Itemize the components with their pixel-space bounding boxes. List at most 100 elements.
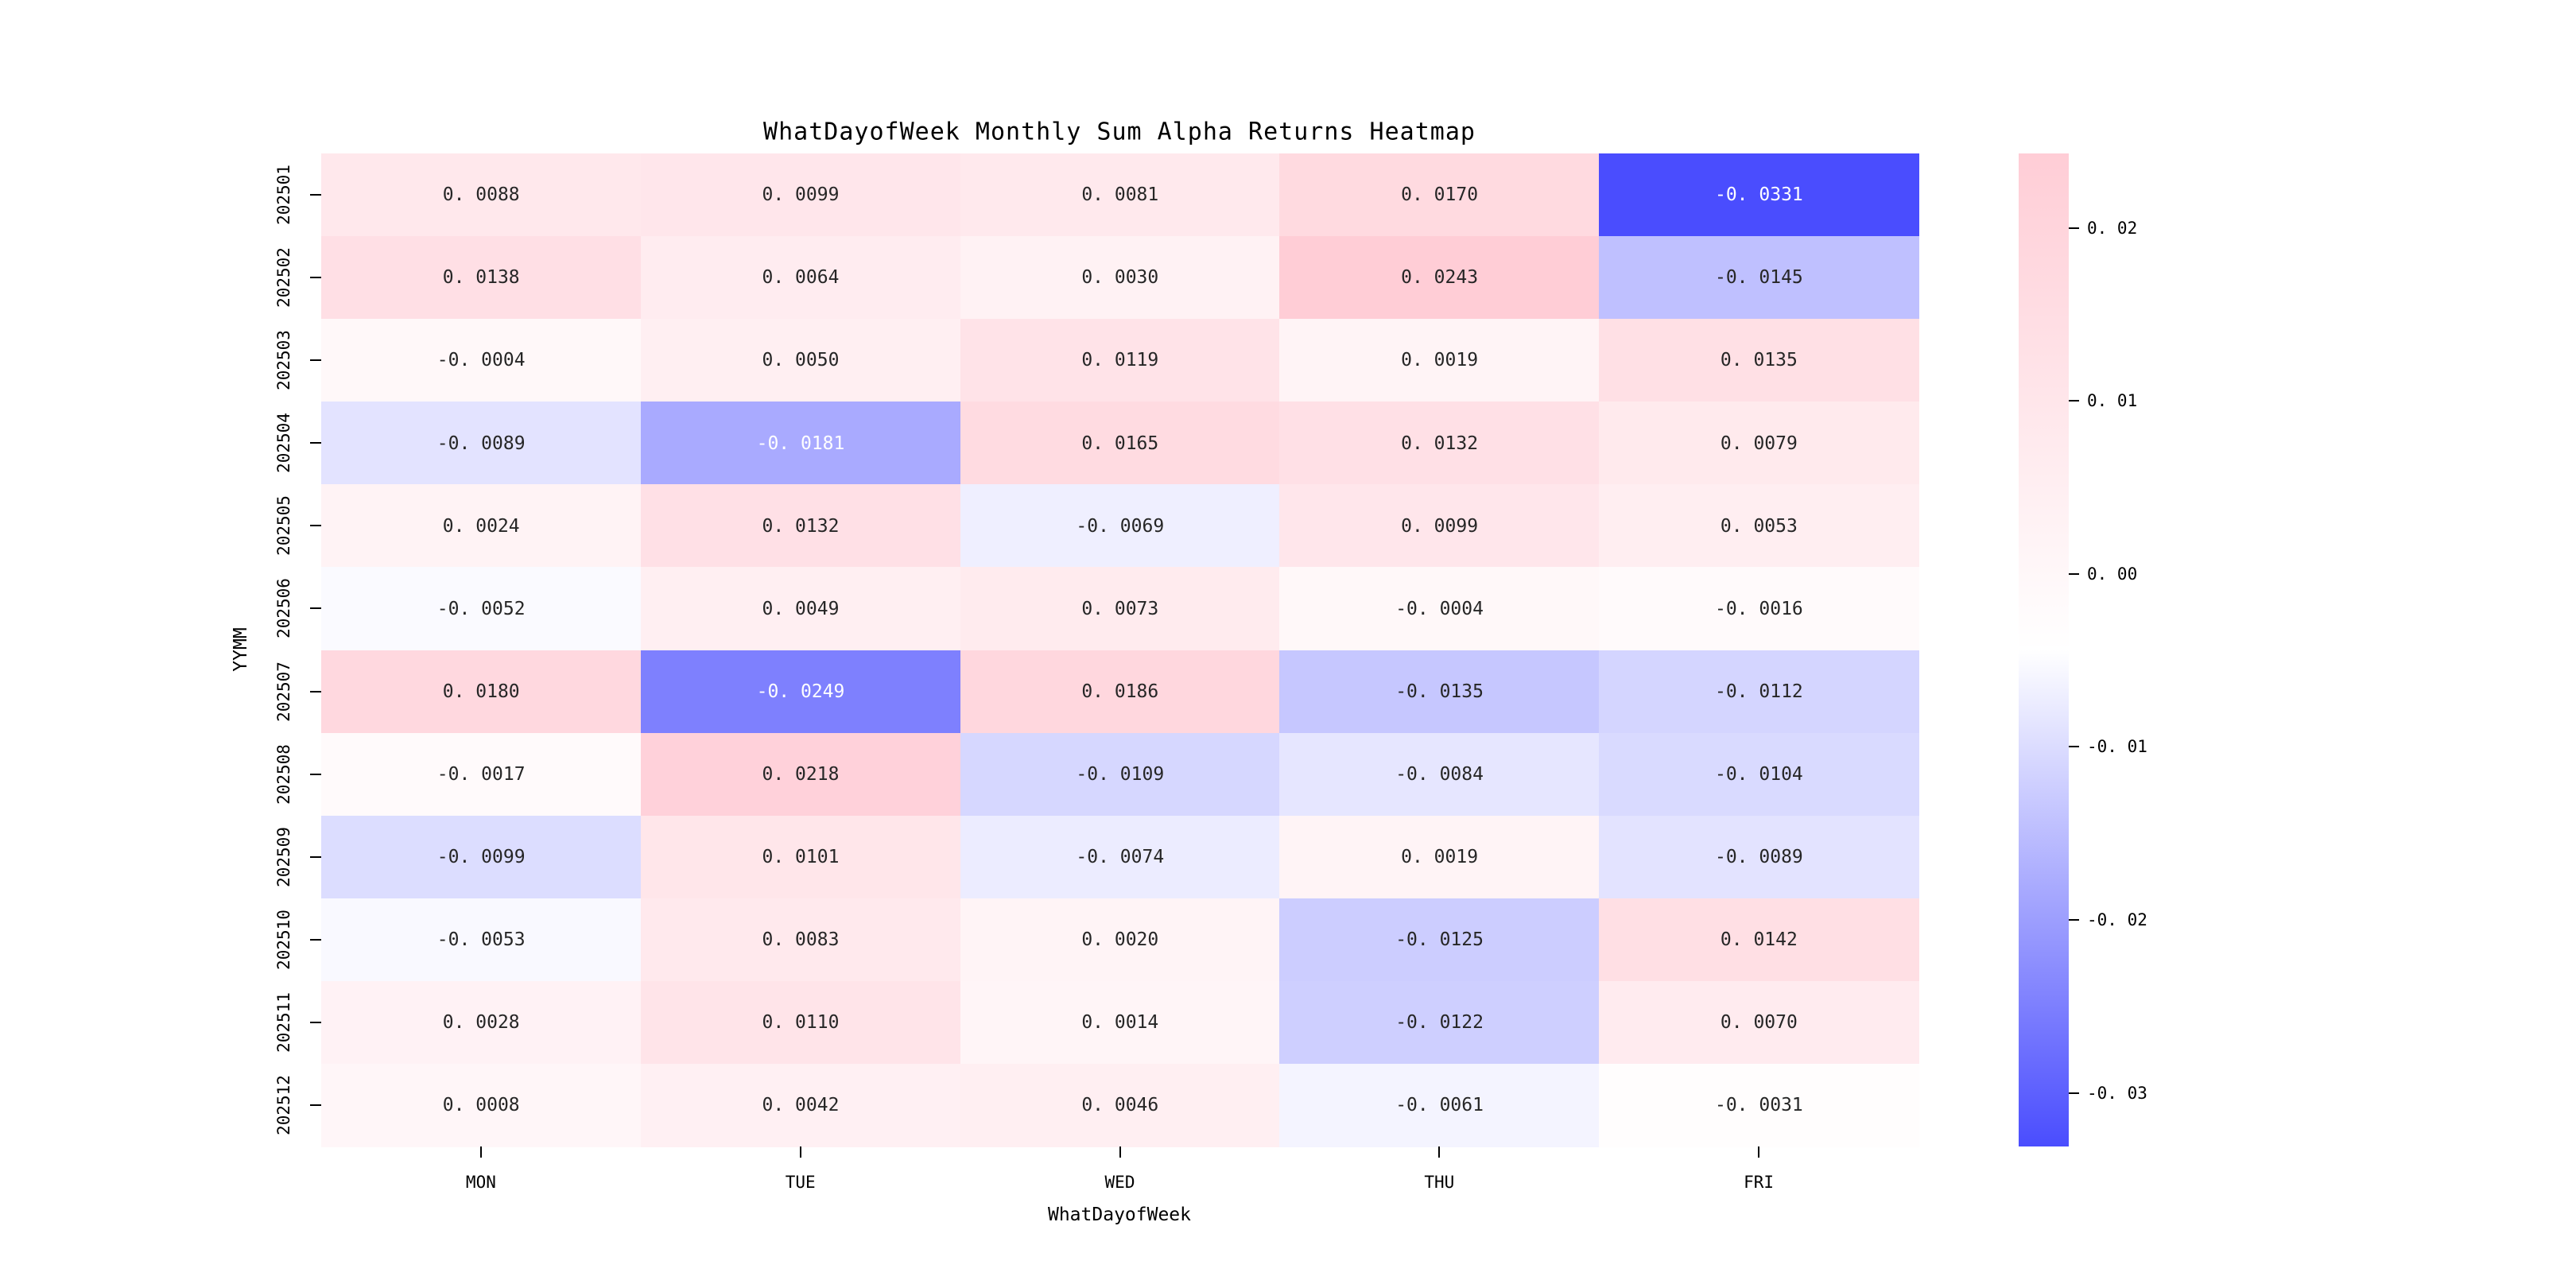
heatmap-cell: 0. 0218 [640,732,961,817]
heatmap-cell-value: -0. 0122 [1395,1012,1484,1034]
heatmap-cell: -0. 0125 [1279,898,1600,982]
heatmap-cell-value: -0. 0125 [1395,929,1484,951]
heatmap-cell: -0. 0145 [1599,236,1919,320]
heatmap-cell: 0. 0099 [640,153,961,237]
heatmap-cell-value: -0. 0104 [1714,763,1803,785]
heatmap-cell: 0. 0170 [1279,153,1600,237]
heatmap-cell-value: 0. 0218 [762,763,840,785]
y-tick-label: 202502 [274,247,293,308]
y-tick-mark [310,690,321,692]
heatmap-cell-value: 0. 0142 [1720,929,1798,951]
heatmap-cell-value: 0. 0186 [1081,681,1159,702]
heatmap-cell: 0. 0053 [1599,484,1919,568]
heatmap-cell-value: -0. 0331 [1714,184,1803,206]
heatmap-cell: -0. 0104 [1599,732,1919,817]
x-tick-label: FRI [1744,1173,1775,1192]
heatmap-cell: 0. 0110 [640,980,961,1065]
heatmap-cell-value: -0. 0016 [1714,598,1803,619]
heatmap-cell: 0. 0050 [640,319,961,402]
heatmap-cell-value: -0. 0145 [1714,267,1803,289]
heatmap-cell-value: 0. 0042 [762,1095,840,1116]
heatmap-cell: 0. 0180 [321,650,642,734]
heatmap-cell: -0. 0249 [640,650,961,734]
y-tick-mark [310,1104,321,1106]
colorbar-tick-label: -0. 02 [2087,910,2147,929]
heatmap-cell: -0. 0089 [1599,815,1919,899]
y-tick-label: 202506 [274,578,293,639]
x-tick-label: THU [1424,1173,1455,1192]
heatmap-cell-value: -0. 0084 [1395,763,1484,785]
x-tick-mark [1758,1146,1760,1158]
heatmap-cell-value: -0. 0089 [1714,846,1803,867]
heatmap-cell: 0. 0088 [321,153,642,237]
heatmap-cell-value: 0. 0049 [762,598,840,619]
heatmap-cell-value: -0. 0061 [1395,1095,1484,1116]
heatmap-cell-value: 0. 0081 [1081,184,1159,206]
heatmap-cell-value: 0. 0083 [762,929,840,951]
heatmap-cell-value: 0. 0132 [762,515,840,537]
heatmap-cell: -0. 0052 [321,567,642,651]
heatmap-cell: -0. 0074 [960,815,1280,899]
heatmap-cell: -0. 0004 [321,319,642,402]
x-tick-label: WED [1104,1173,1135,1192]
y-tick-mark [310,938,321,941]
heatmap-cell-value: 0. 0030 [1081,267,1159,289]
colorbar-tick-mark [2069,400,2079,402]
heatmap-cell: -0. 0004 [1279,567,1600,651]
heatmap-cell: 0. 0049 [640,567,961,651]
heatmap-cell-value: -0. 0053 [436,929,526,951]
heatmap-cell: -0. 0016 [1599,567,1919,651]
y-tick-mark [310,277,321,279]
heatmap-cell: 0. 0079 [1599,402,1919,485]
heatmap-cell-value: 0. 0020 [1081,929,1159,951]
colorbar-tick-mark [2069,1092,2079,1094]
colorbar-tick-label: 0. 02 [2087,218,2138,238]
heatmap-cell-value: 0. 0014 [1081,1012,1159,1034]
y-axis-label: YYMM [231,627,251,672]
heatmap-cell-value: -0. 0181 [756,433,845,454]
heatmap-cell-value: 0. 0046 [1081,1095,1159,1116]
heatmap-cell: 0. 0138 [321,236,642,320]
y-tick-label: 202511 [274,991,293,1053]
heatmap-cell: -0. 0112 [1599,650,1919,734]
heatmap-cell: -0. 0053 [321,898,642,982]
heatmap-cell-value: -0. 0052 [436,598,526,619]
y-tick-label: 202501 [274,165,293,225]
heatmap-cell: -0. 0089 [321,402,642,485]
y-tick-label: 202505 [274,495,293,557]
heatmap-cell: -0. 0181 [640,402,961,485]
heatmap-cell: -0. 0109 [960,732,1280,817]
heatmap-cell-value: 0. 0019 [1401,846,1479,867]
y-tick-label: 202509 [274,826,293,887]
y-tick-label: 202512 [274,1075,293,1135]
heatmap-cell: 0. 0099 [1279,484,1600,568]
heatmap-cell: 0. 0081 [960,153,1280,237]
heatmap-cell-value: -0. 0069 [1076,515,1165,537]
colorbar-tick-label: -0. 03 [2087,1083,2147,1103]
heatmap-cell: 0. 0042 [640,1063,961,1147]
chart-title: WhatDayofWeek Monthly Sum Alpha Returns … [763,118,1476,146]
y-tick-label: 202507 [274,661,293,722]
heatmap-cell: 0. 0028 [321,980,642,1065]
heatmap-cell: 0. 0064 [640,236,961,320]
heatmap-cell-value: -0. 0109 [1076,763,1165,785]
heatmap-cell: 0. 0046 [960,1063,1280,1147]
heatmap-cell-value: 0. 0138 [442,267,520,289]
heatmap-cell: 0. 0119 [960,319,1280,402]
heatmap-cell-value: 0. 0119 [1081,350,1159,371]
x-axis-label: WhatDayofWeek [1047,1205,1192,1225]
colorbar-tick-mark [2069,572,2079,575]
colorbar-gradient [2019,153,2069,1146]
heatmap-cell-value: -0. 0074 [1076,846,1165,867]
heatmap-cell: -0. 0031 [1599,1063,1919,1147]
heatmap-cell: -0. 0084 [1279,732,1600,817]
y-tick-mark [310,442,321,444]
heatmap-cell: 0. 0101 [640,815,961,899]
y-tick-mark [310,525,321,527]
heatmap-cell-value: 0. 0079 [1720,433,1798,454]
y-tick-label: 202503 [274,330,293,391]
heatmap-cell-value: 0. 0088 [442,184,520,206]
x-tick-label: TUE [785,1173,816,1192]
heatmap-cell: 0. 0008 [321,1063,642,1147]
